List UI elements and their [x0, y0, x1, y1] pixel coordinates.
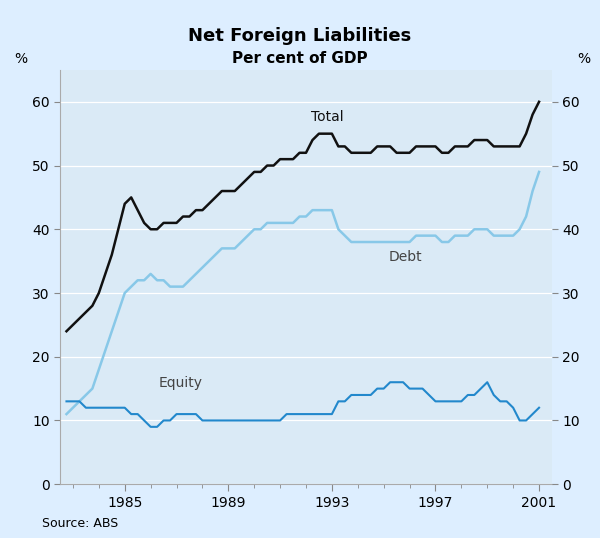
Text: Total: Total — [311, 110, 344, 124]
Text: %: % — [14, 52, 27, 66]
Text: Source: ABS: Source: ABS — [42, 517, 118, 530]
Text: Debt: Debt — [389, 250, 422, 264]
Text: Net Foreign Liabilities: Net Foreign Liabilities — [188, 27, 412, 45]
Text: Equity: Equity — [158, 376, 202, 390]
Text: Per cent of GDP: Per cent of GDP — [232, 51, 368, 66]
Text: %: % — [577, 52, 590, 66]
